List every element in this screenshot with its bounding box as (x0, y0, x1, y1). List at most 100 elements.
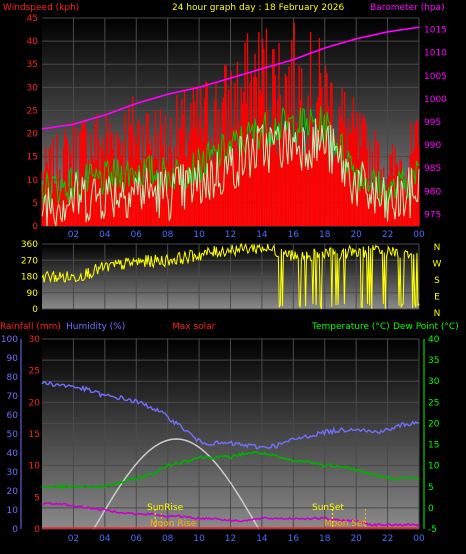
wind-x-tick-label: 16 (288, 230, 300, 240)
dew-point-line (41, 501, 420, 528)
rainfall-axis-title: Rainfall (mm) (0, 322, 61, 332)
wind-y-tick-label: 25 (27, 106, 38, 116)
barometer-y-tick-label: 990 (424, 141, 441, 151)
direction-y-tick-label: 90 (27, 289, 39, 299)
rainfall-y-tick-label: 25 (29, 367, 40, 377)
temperature-y-tick-label: 0 (428, 504, 434, 514)
humidity-y-tick-label: 80 (7, 373, 19, 383)
temperature-y-tick-label: 35 (428, 356, 439, 366)
wind-x-tick-label: 10 (193, 230, 205, 240)
direction-y-tick-label: 0 (32, 305, 38, 315)
humidity-y-tick-label: 30 (7, 468, 19, 478)
barometer-axis-title: Barometer (hpa) (370, 3, 445, 13)
wind-y-tick-label: 5 (32, 199, 38, 209)
compass-label: E (434, 293, 440, 303)
wind-x-tick-label: 00 (413, 230, 425, 240)
wind-x-tick-label: 18 (319, 230, 331, 240)
barometer-y-tick-label: 975 (424, 210, 441, 220)
wind-y-tick-label: 15 (27, 153, 38, 163)
wind-x-tick-label: 02 (68, 230, 79, 240)
climate-x-tick-label: 02 (68, 534, 79, 544)
climate-x-tick-label: 04 (99, 534, 111, 544)
compass-label: S (434, 276, 440, 286)
wind-x-tick-label: 22 (382, 230, 393, 240)
barometer-y-tick-label: 1015 (424, 26, 447, 36)
barometer-y-tick-label: 1005 (424, 72, 447, 82)
tick-labels: 0202040406060808101012121414161618182020… (1, 14, 447, 544)
climate-x-tick-label: 14 (256, 534, 268, 544)
chart-title: 24 hour graph day : 18 February 2026 (172, 3, 345, 13)
wind-y-tick-label: 40 (27, 37, 39, 47)
rainfall-y-tick-label: 0 (34, 525, 40, 535)
barometer-y-tick-label: 985 (424, 164, 441, 174)
dew-point-axis-title: Dew Point (°C) (393, 322, 459, 332)
windspeed-axis-title: Windspeed (kph) (3, 3, 79, 13)
series-layer (41, 22, 420, 530)
climate-x-tick-label: 12 (225, 534, 236, 544)
climate-x-tick-label: 22 (382, 534, 393, 544)
wind-x-tick-label: 14 (256, 230, 268, 240)
temperature-axis-title: Temperature (°C) (311, 322, 390, 332)
moonrise-label: Moon Rise (150, 519, 197, 529)
wind-y-tick-label: 35 (27, 60, 38, 70)
rainfall-y-tick-label: 20 (29, 398, 41, 408)
climate-x-tick-label: 18 (319, 534, 331, 544)
temperature-line (41, 450, 420, 491)
wind-y-tick-label: 45 (27, 14, 38, 24)
temperature-y-tick-label: 40 (428, 335, 440, 345)
climate-x-tick-label: 06 (131, 534, 143, 544)
humidity-y-tick-label: 50 (7, 430, 19, 440)
wind-avg-line (41, 105, 420, 211)
compass-label: N (434, 309, 441, 319)
climate-x-tick-label: 10 (193, 534, 205, 544)
humidity-y-tick-label: 40 (7, 449, 19, 459)
humidity-y-tick-label: 10 (7, 506, 19, 516)
rainfall-y-tick-label: 5 (34, 493, 40, 503)
wind-y-tick-label: 10 (27, 176, 39, 186)
barometer-y-tick-label: 995 (424, 118, 441, 128)
wind-y-tick-label: 30 (27, 83, 39, 93)
direction-y-tick-label: 270 (21, 256, 38, 266)
direction-y-tick-label: 180 (21, 273, 38, 283)
humidity-line (41, 380, 420, 450)
temperature-y-tick-label: 25 (428, 398, 439, 408)
rainfall-y-tick-label: 10 (29, 462, 41, 472)
wind-direction-line (41, 243, 420, 310)
temperature-y-tick-label: 20 (428, 419, 440, 429)
climate-x-tick-label: 00 (413, 534, 425, 544)
rainfall-y-tick-label: 30 (29, 335, 41, 345)
compass-label: W (433, 260, 442, 270)
sunset-label: SunSet (312, 503, 344, 513)
humidity-y-tick-label: 0 (12, 525, 18, 535)
temperature-y-tick-label: 30 (428, 377, 440, 387)
compass-label: N (434, 243, 441, 253)
wind-x-tick-label: 04 (99, 230, 111, 240)
humidity-y-tick-label: 90 (7, 354, 19, 364)
temperature-y-tick-label: 15 (428, 441, 439, 451)
climate-x-tick-label: 20 (350, 534, 362, 544)
wind-x-tick-label: 06 (131, 230, 143, 240)
barometer-y-tick-label: 1010 (424, 49, 447, 59)
moonset-label: Moon Set (324, 519, 367, 529)
wind-y-tick-label: 20 (27, 130, 39, 140)
humidity-y-tick-label: 100 (1, 335, 18, 345)
barometer-line (41, 26, 420, 130)
wind-x-tick-label: 12 (225, 230, 236, 240)
wind-x-tick-label: 20 (350, 230, 362, 240)
temperature-y-tick-label: 10 (428, 462, 440, 472)
barometer-y-tick-label: 1000 (424, 95, 447, 105)
climate-x-tick-label: 16 (288, 534, 300, 544)
direction-y-tick-label: 360 (21, 240, 38, 250)
max-solar-curve (93, 438, 260, 530)
humidity-y-tick-label: 70 (7, 392, 19, 402)
rainfall-y-tick-label: 15 (29, 430, 40, 440)
wind-y-tick-label: 0 (32, 222, 38, 232)
temperature-y-tick-label: -5 (428, 525, 437, 535)
humidity-y-tick-label: 20 (7, 487, 19, 497)
humidity-y-tick-label: 60 (7, 411, 19, 421)
sunrise-label: SunRise (147, 503, 184, 513)
temperature-y-tick-label: 5 (428, 483, 434, 493)
humidity-axis-title: Humidity (%) (66, 322, 125, 332)
barometer-y-tick-label: 980 (424, 187, 441, 197)
